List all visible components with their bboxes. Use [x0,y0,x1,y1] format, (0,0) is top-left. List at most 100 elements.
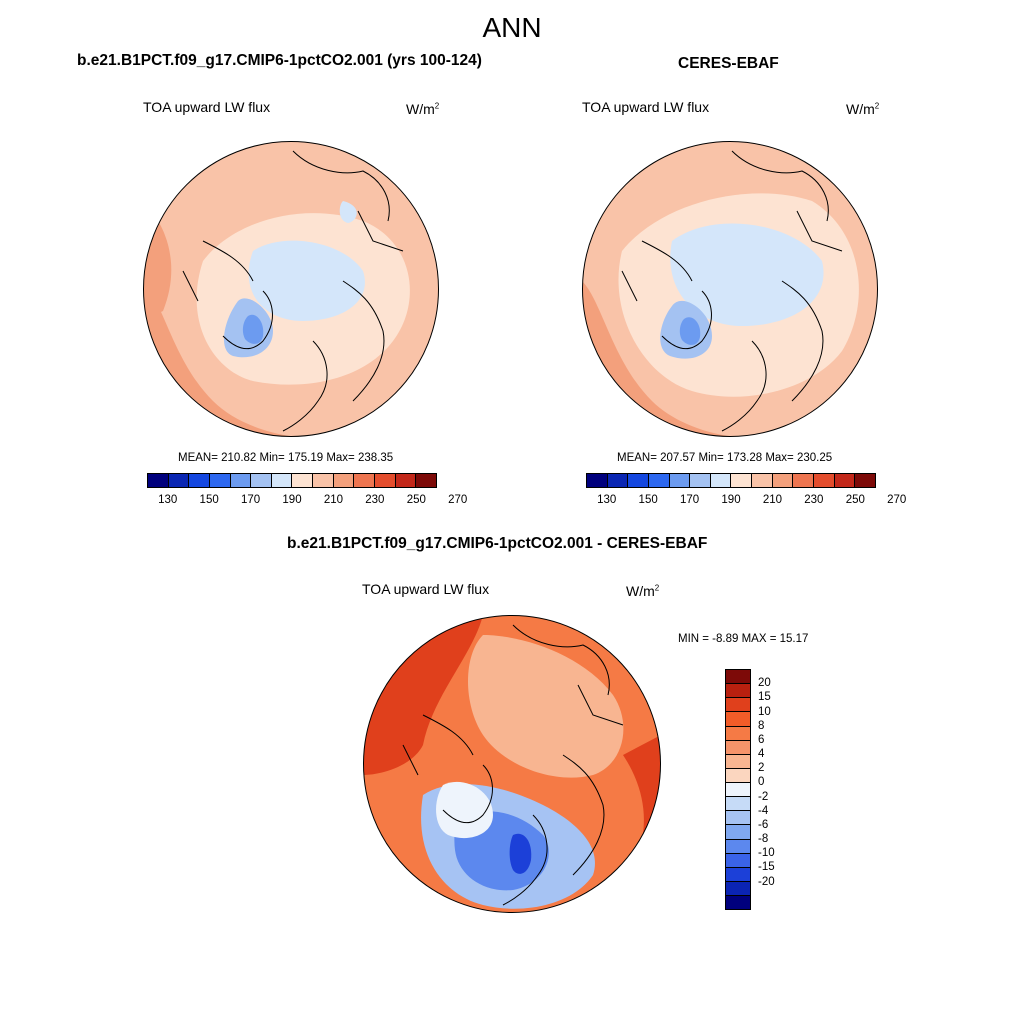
panel3-field-label: TOA upward LW flux [362,581,490,597]
panel3-colorbar [725,669,751,910]
panel2-colorbar-swatch [689,474,710,487]
panel3-colorbar-tick-label: -6 [758,818,769,831]
panel2-colorbar-tick-label: 270 [887,494,907,506]
panel3-colorbar-swatch [726,824,750,839]
panel2-region-greenland-core [679,317,701,345]
panel1-colorbar-tick-label: 130 [158,494,178,506]
panel3-colorbar-tick-label: -20 [758,875,775,888]
panel3-colorbar-swatch [726,866,750,881]
panel1-colorbar-swatch [291,474,313,487]
panel2-colorbar-swatch [813,474,834,487]
panel1-colorbar-tick-label: 210 [323,494,344,506]
panel3-colorbar-swatch [726,810,750,825]
panel2-colorbar-swatch [627,474,648,487]
panel3-units-base: W/m [626,583,655,599]
panel2-colorbar-tick-label: 190 [721,494,741,506]
panel1-colorbar-swatch [353,474,375,487]
panel2-field-label: TOA upward LW flux [582,99,710,115]
panel2-colorbar-swatch [709,474,731,487]
panel2-colorbar-tick-label: 210 [762,494,783,506]
figure-title: ANN [482,12,542,43]
panel3-colorbar-tick-label: 6 [758,733,765,746]
panel2-colorbar-swatch [854,474,875,487]
panel3-map-border [363,615,661,913]
panel1-field-label: TOA upward LW flux [143,99,271,115]
panel2-colorbar-swatch [751,474,772,487]
panel2-units: W/m2 [846,101,879,117]
panel1-colorbar-swatch [332,474,354,487]
panel3-title: b.e21.B1PCT.f09_g17.CMIP6-1pctCO2.001 - … [287,535,708,552]
panel1-units-base: W/m [406,101,435,117]
panel1-coastline-1 [182,150,404,432]
panel2-polar-map [582,141,878,437]
panel1-units-exp: 2 [434,101,440,111]
panel2-colorbar-tick-label: 230 [804,494,824,506]
panel3-colorbar-tick-label: -2 [758,790,769,803]
panel1-colorbar-swatch [415,474,436,487]
panel3-colorbar-swatch [726,838,750,853]
panel1-map-border [143,141,439,437]
panel3-colorbar-tick-label: 10 [758,705,771,718]
panel1-colorbar-tick-label: 270 [448,494,468,506]
panel3-colorbar-tick-label: 0 [758,776,765,789]
panel3-colorbar-swatch [726,753,750,768]
panel3-colorbar-tick-label: 15 [758,691,771,704]
panel3-colorbar-tick-label: -4 [758,804,769,817]
panel3-colorbar-swatch [726,796,750,811]
panel3-colorbar-swatch [726,852,750,867]
panel2-coastline-1 [621,150,843,432]
panel3-region-greenland-neutral [436,781,493,839]
panel3-units: W/m2 [626,583,659,599]
panel1-region-central-arctic [248,240,365,321]
panel3-colorbar-swatch [726,711,750,726]
panel2-colorbar-swatch [668,474,690,487]
panel2-colorbar-swatch [606,474,628,487]
panel3-colorbar-tick-label: 2 [758,762,765,775]
panel3-colorbar-swatch [726,739,750,754]
panel3-colorbar-tick-label: -15 [758,861,775,874]
panel2-units-base: W/m [846,101,875,117]
panel3-colorbar-swatch [726,880,750,895]
panel3-colorbar-swatch [726,725,750,740]
panel2-colorbar-swatch [792,474,814,487]
panel1-colorbar-swatch [312,474,333,487]
panel3-coastline-1 [402,624,624,906]
panel1-units: W/m2 [406,101,439,117]
panel2-colorbar-swatch [730,474,752,487]
panel3-stats: MIN = -8.89 MAX = 15.17 [678,633,809,645]
panel1-colorbar-swatch [270,474,292,487]
panel3-region-coldest [509,833,532,874]
panel1-colorbar [147,473,437,488]
panel3-colorbar-tick-label: 20 [758,677,771,690]
panel2-colorbar [586,473,876,488]
panel1-colorbar-swatch [374,474,395,487]
panel2-colorbar-tick-label: 170 [679,494,700,506]
panel3-units-exp: 2 [654,583,660,593]
panel3-colorbar-swatch [726,782,750,797]
panel3-colorbar-tick-label: 8 [758,719,765,732]
panel1-stats: MEAN= 210.82 Min= 175.19 Max= 238.35 [178,452,394,464]
panel1-colorbar-swatch [250,474,271,487]
panel1-colorbar-tick-label: 190 [282,494,302,506]
panel2-map-border [582,141,878,437]
panel2-colorbar-tick-label: 150 [638,494,658,506]
panel1-region-siberia [339,201,357,223]
panel3-colorbar-swatch [726,895,750,910]
panel1-colorbar-swatch [188,474,209,487]
panel2-colorbar-swatch [833,474,855,487]
panel2-title: CERES-EBAF [678,55,779,72]
panel3-colorbar-swatch [726,670,750,684]
panel3-colorbar-tick-label: -10 [758,847,775,860]
panel2-colorbar-tick-label: 250 [845,494,865,506]
panel3-polar-map [363,615,661,913]
panel1-title: b.e21.B1PCT.f09_g17.CMIP6-1pctCO2.001 (y… [77,52,482,69]
panel3-colorbar-swatch [726,697,750,712]
panel2-stats: MEAN= 207.57 Min= 173.28 Max= 230.25 [617,452,833,464]
panel2-units-exp: 2 [874,101,880,111]
panel3-colorbar-swatch [726,683,750,698]
panel1-colorbar-tick-label: 250 [406,494,426,506]
panel1-colorbar-tick-label: 170 [240,494,261,506]
panel1-colorbar-tick-label: 150 [199,494,219,506]
panel1-colorbar-swatch [394,474,416,487]
panel3-colorbar-tick-label: -8 [758,833,769,846]
